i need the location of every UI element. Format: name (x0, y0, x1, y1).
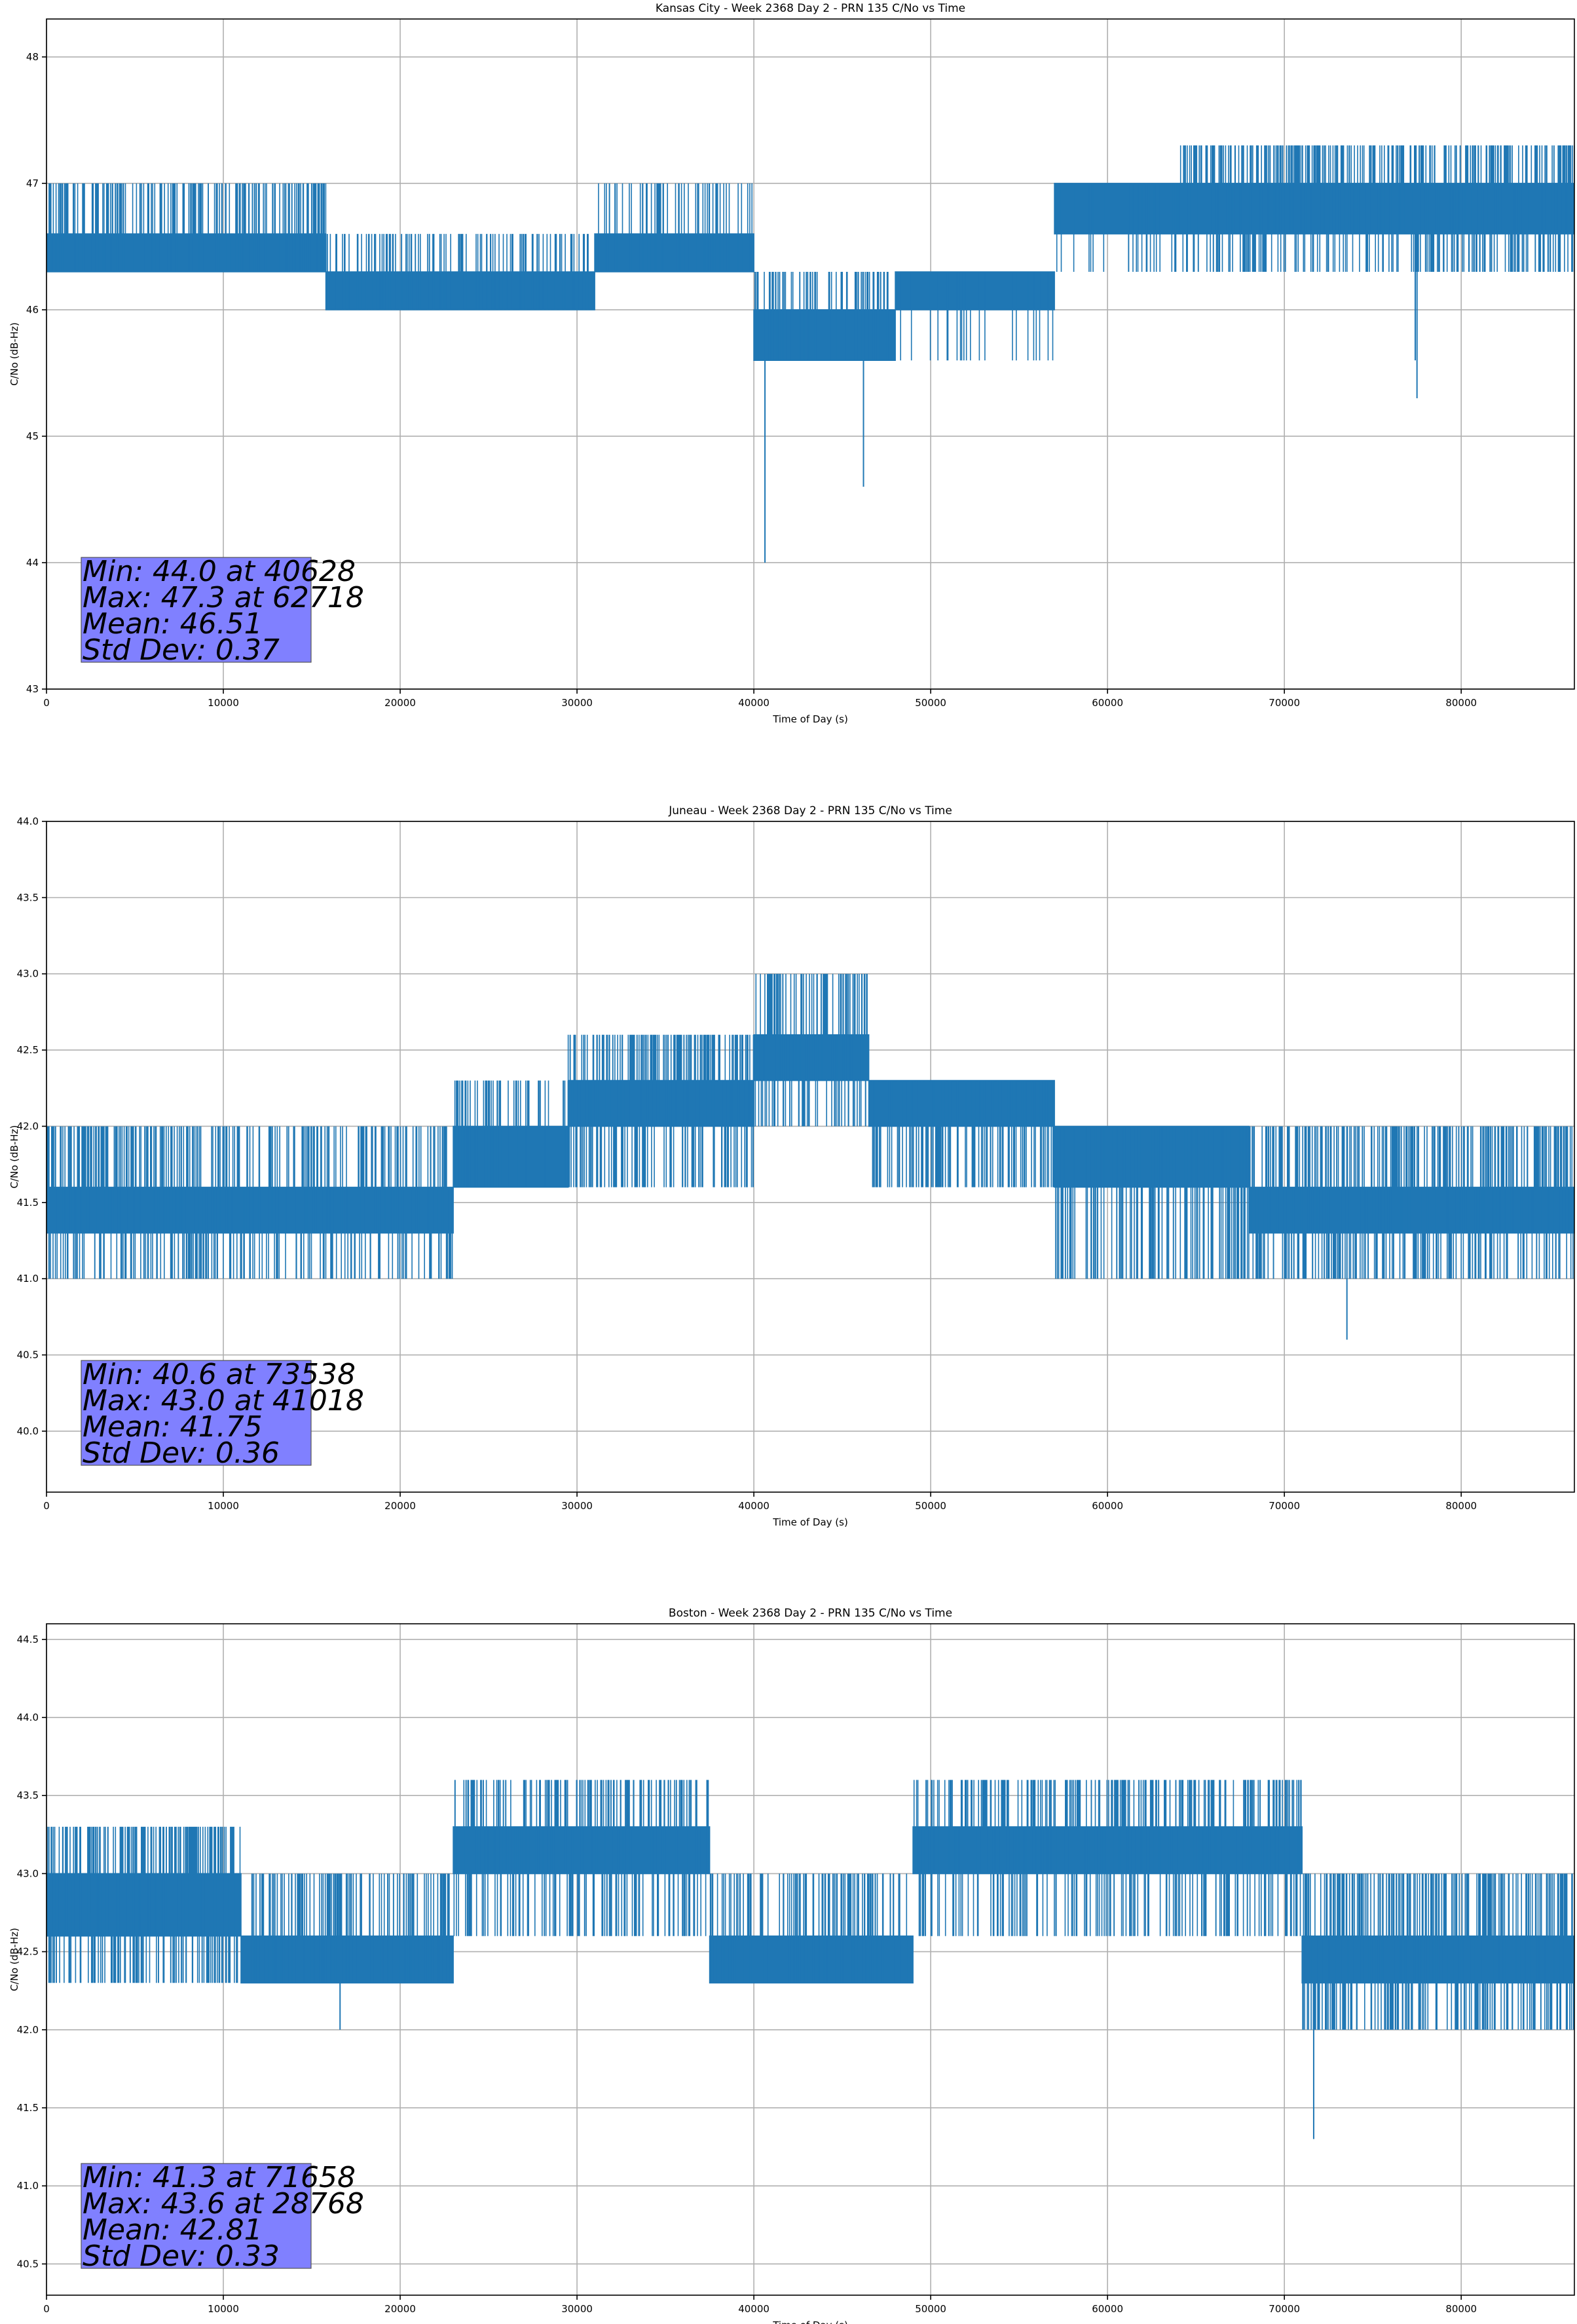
x-axis-label: Time of Day (s) (772, 1516, 848, 1528)
y-tick-label: 44 (26, 557, 39, 569)
y-tick-label: 42.0 (17, 2024, 39, 2036)
x-tick-label: 30000 (561, 1500, 593, 1512)
y-tick-label: 41.5 (17, 1197, 39, 1209)
axes-frame (46, 821, 1575, 1493)
stats-line: Std Dev: 0.33 (83, 2240, 280, 2273)
chart-title: Boston - Week 2368 Day 2 - PRN 135 C/No … (669, 1607, 952, 1620)
x-tick-label: 80000 (1445, 2303, 1477, 2315)
x-axis-label: Time of Day (s) (772, 2319, 848, 2324)
stats-line: Max: 47.3 at 62718 (83, 581, 364, 614)
x-tick-label: 50000 (915, 2303, 946, 2315)
stats-line: Std Dev: 0.36 (83, 1436, 280, 1470)
x-tick-label: 20000 (384, 1500, 416, 1512)
y-tick-label: 40.5 (17, 1349, 39, 1361)
x-tick-label: 70000 (1269, 1500, 1300, 1512)
x-tick-label: 10000 (208, 2303, 239, 2315)
chart-title: Kansas City - Week 2368 Day 2 - PRN 135 … (656, 2, 965, 15)
y-axis-label: C/No (dB-Hz) (9, 1125, 20, 1189)
grid (46, 1624, 1574, 2295)
stats-line: Std Dev: 0.37 (83, 633, 280, 667)
stats-line: Min: 44.0 at 40628 (83, 555, 356, 588)
axes-frame (46, 18, 1575, 690)
x-tick-label: 10000 (208, 697, 239, 709)
x-tick-label: 50000 (915, 1500, 946, 1512)
y-tick-label: 41.5 (17, 2102, 39, 2114)
y-tick-label: 48 (26, 51, 39, 63)
x-axis-label: Time of Day (s) (772, 713, 848, 725)
stats-line: Mean: 46.51 (83, 607, 263, 641)
y-axis-label: C/No (dB-Hz) (9, 1928, 20, 1991)
y-tick-label: 43.0 (17, 1867, 39, 1879)
series-line (46, 1780, 1574, 2030)
series-cno (46, 145, 1574, 563)
y-tick-label: 45 (26, 430, 39, 442)
stats-line: Max: 43.6 at 28768 (83, 2187, 364, 2221)
y-tick-label: 42.0 (17, 1120, 39, 1132)
y-tick-label: 47 (26, 178, 39, 189)
x-tick-label: 40000 (738, 2303, 770, 2315)
y-tick-label: 44.0 (17, 1712, 39, 1723)
y-tick-label: 43 (26, 683, 39, 695)
x-tick-label: 20000 (384, 2303, 416, 2315)
axes-frame (46, 1623, 1575, 2296)
chart-title: Juneau - Week 2368 Day 2 - PRN 135 C/No … (668, 804, 952, 817)
stats-box (81, 557, 312, 663)
x-tick-label: 80000 (1445, 697, 1477, 709)
x-tick-label: 60000 (1092, 697, 1123, 709)
x-tick-label: 50000 (915, 697, 946, 709)
y-tick-label: 41.0 (17, 1273, 39, 1284)
stats-line: Max: 43.0 at 41018 (83, 1384, 364, 1417)
y-tick-label: 41.0 (17, 2180, 39, 2192)
x-tick-label: 40000 (738, 1500, 770, 1512)
stats-box (81, 1360, 312, 1466)
y-tick-label: 40.0 (17, 1425, 39, 1437)
stats-line: Mean: 42.81 (83, 2213, 263, 2247)
y-tick-label: 43.5 (17, 1790, 39, 1801)
stats-line: Min: 40.6 at 73538 (83, 1358, 356, 1391)
y-tick-label: 40.5 (17, 2258, 39, 2270)
chart-panel-1: 0 10000 20000 30000 40000 50000 60000 70000 8000… (9, 2, 1575, 725)
x-tick-label: 60000 (1092, 1500, 1123, 1512)
x-tick-label: 0 (43, 2303, 50, 2315)
stats-line: Min: 41.3 at 71658 (83, 2161, 356, 2194)
stats-box (81, 2163, 312, 2269)
series-line (46, 973, 1574, 1279)
x-tick-label: 0 (43, 1500, 50, 1512)
series-line (46, 145, 1574, 361)
x-tick-label: 20000 (384, 697, 416, 709)
series-cno (46, 1780, 1574, 2139)
chart-panel-3: 0 10000 20000 30000 40000 50000 60000 70000 8000… (9, 1607, 1575, 2324)
y-tick-label: 43.0 (17, 968, 39, 980)
chart-panel-2: 0 10000 20000 30000 40000 50000 60000 70000 8000… (9, 804, 1575, 1528)
y-tick-label: 43.5 (17, 891, 39, 903)
x-tick-label: 80000 (1445, 1500, 1477, 1512)
x-tick-label: 30000 (561, 2303, 593, 2315)
stats-line: Mean: 41.75 (83, 1410, 263, 1444)
x-tick-label: 30000 (561, 697, 593, 709)
x-tick-label: 70000 (1269, 2303, 1300, 2315)
y-tick-label: 44.5 (17, 1634, 39, 1645)
y-tick-label: 46 (26, 304, 39, 316)
x-tick-label: 10000 (208, 1500, 239, 1512)
x-tick-label: 40000 (738, 697, 770, 709)
x-tick-label: 60000 (1092, 2303, 1123, 2315)
y-tick-label: 42.5 (17, 1946, 39, 1958)
series-cno (46, 973, 1574, 1340)
y-axis-label: C/No (dB-Hz) (9, 322, 20, 386)
x-tick-label: 0 (43, 697, 50, 709)
y-tick-label: 42.5 (17, 1044, 39, 1056)
y-tick-label: 44.0 (17, 815, 39, 827)
x-tick-label: 70000 (1269, 697, 1300, 709)
